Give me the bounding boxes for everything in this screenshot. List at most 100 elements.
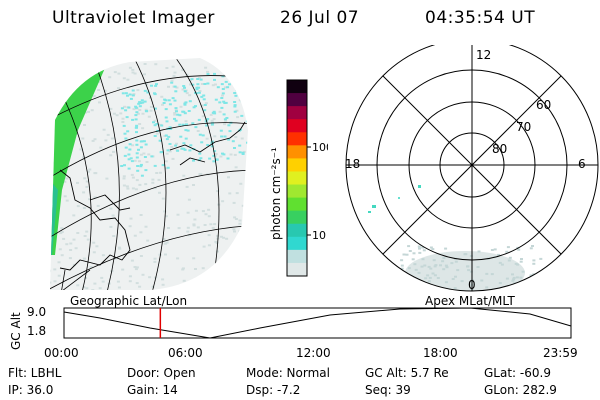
image-speckle <box>214 83 217 86</box>
image-speckle <box>128 93 132 96</box>
image-speckle <box>72 214 76 217</box>
image-speckle <box>209 113 213 116</box>
image-speckle <box>413 288 417 291</box>
colorbar-swatch <box>287 262 307 277</box>
image-speckle <box>227 124 231 127</box>
image-speckle <box>233 110 237 113</box>
image-speckle <box>140 99 144 102</box>
image-speckle <box>417 286 421 289</box>
image-speckle <box>44 271 47 273</box>
image-speckle <box>126 130 130 133</box>
image-speckle <box>238 230 242 233</box>
image-speckle <box>128 275 132 278</box>
image-speckle <box>60 227 64 230</box>
image-speckle <box>196 226 200 229</box>
image-speckle <box>202 98 206 101</box>
image-speckle <box>135 126 138 129</box>
altitude-strip[interactable]: GC Alt 9.0 1.8 <box>0 300 600 360</box>
image-speckle <box>50 200 51 203</box>
image-speckle <box>233 216 237 219</box>
image-speckle <box>233 101 237 103</box>
image-speckle <box>417 245 421 248</box>
image-speckle <box>234 218 238 220</box>
image-speckle <box>186 230 190 233</box>
image-speckle <box>131 89 135 92</box>
image-speckle <box>234 166 238 169</box>
image-speckle <box>116 280 120 283</box>
image-speckle <box>53 280 57 283</box>
image-speckle <box>132 108 136 111</box>
image-speckle <box>65 199 69 202</box>
image-speckle <box>186 211 190 214</box>
image-speckle <box>185 123 188 126</box>
image-speckle <box>133 234 137 237</box>
image-speckle <box>417 271 421 274</box>
instrument-title: Ultraviolet Imager <box>52 8 215 28</box>
image-speckle <box>254 121 257 123</box>
image-speckle <box>400 267 404 270</box>
image-speckle <box>85 185 89 188</box>
image-speckle <box>244 108 248 111</box>
time-tick-0600: 06:00 <box>168 346 203 360</box>
polar-plot[interactable]: 12 18 6 0 60 70 80 <box>340 45 600 295</box>
image-speckle <box>138 123 142 125</box>
image-speckle <box>185 73 189 76</box>
image-speckle <box>127 167 131 170</box>
image-speckle <box>73 291 76 293</box>
image-speckle <box>200 104 204 107</box>
image-speckle <box>249 239 252 241</box>
status-glat: GLat: -60.9 <box>484 366 551 380</box>
colorbar-swatch <box>287 223 307 238</box>
time-tick-2359: 23:59 <box>543 346 578 360</box>
image-speckle <box>500 263 504 266</box>
image-speckle <box>126 78 130 81</box>
image-speckle <box>198 133 202 136</box>
image-speckle <box>141 273 145 276</box>
geographic-image[interactable] <box>30 50 260 300</box>
image-speckle <box>68 50 71 52</box>
image-speckle <box>31 295 34 297</box>
image-speckle <box>183 148 187 151</box>
image-speckle <box>254 189 257 191</box>
image-speckle <box>69 249 73 251</box>
image-speckle <box>209 223 213 226</box>
image-speckle <box>202 245 206 248</box>
image-speckle <box>83 235 87 237</box>
image-speckle <box>132 93 136 96</box>
status-filter: Flt: LBHL <box>8 366 62 380</box>
image-speckle <box>82 207 86 209</box>
image-speckle <box>211 84 215 87</box>
image-speckle <box>181 123 185 126</box>
image-speckle <box>232 228 236 231</box>
image-speckle <box>512 276 516 279</box>
image-speckle <box>416 285 420 288</box>
image-speckle <box>203 109 207 112</box>
image-time: 04:35:54 UT <box>425 8 536 28</box>
image-speckle <box>246 293 249 295</box>
image-speckle <box>122 177 126 180</box>
image-speckle <box>225 272 229 275</box>
image-speckle <box>154 84 158 87</box>
image-speckle <box>179 105 183 108</box>
image-speckle <box>65 243 69 246</box>
image-speckle <box>153 92 156 95</box>
image-speckle <box>155 132 159 135</box>
image-speckle <box>249 67 252 69</box>
image-speckle <box>220 97 224 99</box>
image-speckle <box>90 109 94 112</box>
image-speckle <box>42 138 45 140</box>
image-speckle <box>194 105 197 108</box>
status-door: Door: Open <box>127 366 196 380</box>
image-speckle <box>176 113 180 116</box>
image-speckle <box>184 51 187 53</box>
image-speckle <box>112 235 116 237</box>
image-speckle <box>167 135 171 138</box>
image-speckle <box>240 71 244 74</box>
image-speckle <box>252 52 255 54</box>
mlat-label-60: 60 <box>536 98 551 112</box>
image-speckle <box>183 90 187 93</box>
image-speckle <box>127 158 131 161</box>
colorbar-swatch <box>287 106 307 120</box>
image-speckle <box>128 148 132 151</box>
image-speckle <box>146 239 150 242</box>
